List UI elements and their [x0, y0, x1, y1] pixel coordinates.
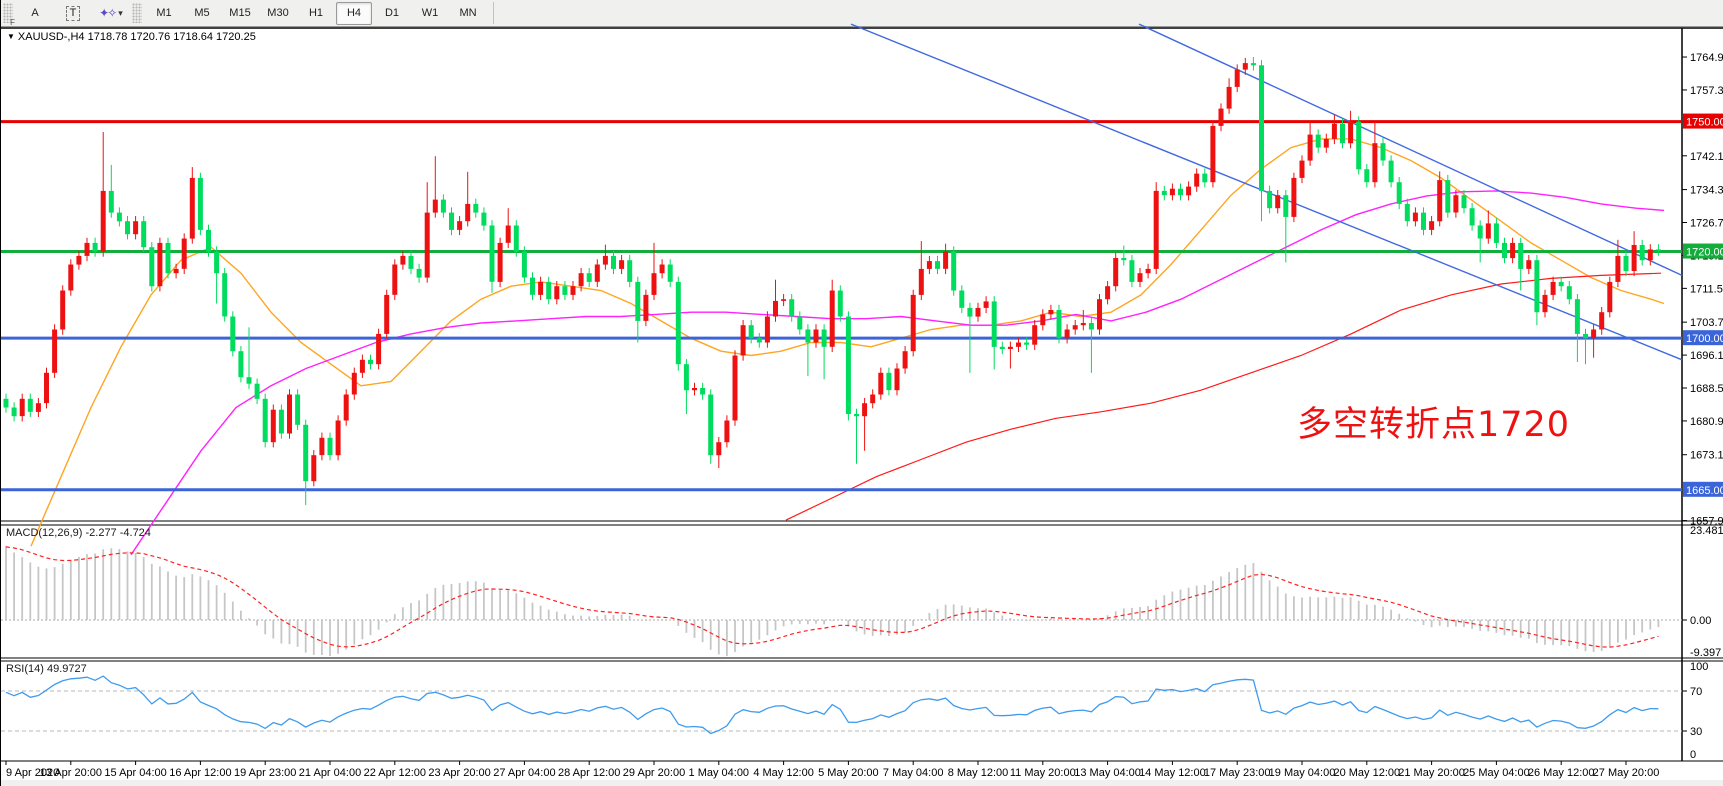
price-tick-label: 1680.90: [1690, 416, 1723, 428]
toolbar-separator: [493, 2, 494, 24]
macd-header: MACD(12,26,9) -2.277 -4.724: [6, 527, 151, 539]
macd-tick-label: -9.397: [1690, 647, 1721, 659]
time-tick-label: 5 May 20:00: [818, 767, 879, 779]
hline-badge: [1683, 481, 1723, 497]
time-tick-label: 4 May 12:00: [753, 767, 814, 779]
symbol-dropdown-icon[interactable]: ▼: [7, 32, 15, 41]
rsi-tick-label: 100: [1690, 661, 1708, 673]
time-tick-label: 7 May 04:00: [883, 767, 944, 779]
ma-fast-orange-line: [30, 138, 1665, 547]
time-tick-label: 13 Apr 20:00: [40, 767, 102, 779]
time-tick-label: 11 May 20:00: [1010, 767, 1076, 779]
ma-slow-red-line: [785, 272, 1662, 521]
macd-tick-label: 23.481: [1690, 525, 1723, 537]
time-tick-label: 1 May 04:00: [689, 767, 750, 779]
macd-signal-line: [5, 546, 1659, 648]
time-tick-label: 23 Apr 20:00: [428, 767, 490, 779]
timeframe-buttons: M1 M5 M15 M30 H1 H4 D1 W1 MN: [145, 1, 487, 25]
timeframe-m30-button[interactable]: M30: [267, 7, 289, 19]
time-tick-label: 20 May 12:00: [1333, 767, 1400, 779]
time-tick-label: 27 Apr 04:00: [493, 767, 555, 779]
time-tick-label: 15 Apr 04:00: [104, 767, 166, 779]
time-tick-label: 14 May 12:00: [1139, 767, 1206, 779]
timeframe-m5-button[interactable]: M5: [194, 7, 210, 19]
time-tick-label: 21 May 20:00: [1398, 767, 1465, 779]
drawing-tools: A T ✦✧ ▾: [16, 2, 130, 25]
macd-tick-label: 0.00: [1690, 615, 1711, 627]
toolbar: F A T ✦✧ ▾ M1 M5 M15 M30 H1 H4 D1 W1 MN: [1, 0, 1723, 27]
time-tick-label: 25 May 04:00: [1463, 767, 1530, 779]
time-tick-label: 29 Apr 20:00: [623, 767, 685, 779]
candles-layer: [3, 57, 1661, 505]
time-tick-label: 19 Apr 23:00: [234, 767, 296, 779]
price-tick-label: 1696.10: [1690, 350, 1723, 362]
price-tick-label: 1734.30: [1690, 185, 1723, 197]
rsi-line: [5, 675, 1659, 735]
toolbar-grip-icon[interactable]: F: [3, 3, 15, 27]
price-tick-label: 1711.50: [1690, 283, 1723, 295]
text-label-tool-button[interactable]: T: [55, 2, 91, 25]
hline-badge: [1683, 243, 1723, 259]
timeframe-m1-button[interactable]: M1: [156, 7, 172, 19]
timeframe-h4-button[interactable]: H4: [336, 1, 372, 25]
price-tick-label: 1726.70: [1690, 218, 1723, 230]
price-tick-label: 1673.10: [1690, 450, 1723, 462]
price-tick-label: 1657.90: [1690, 516, 1723, 528]
price-tick-label: 1764.90: [1690, 52, 1723, 64]
hline-badge-label: 1700.00: [1686, 333, 1723, 345]
bottom-strip: [1, 780, 1723, 786]
annotation-text-object[interactable]: 多空转折点1720: [1297, 405, 1571, 445]
time-tick-label: 21 Apr 04:00: [299, 767, 361, 779]
rsi-tick-label: 0: [1690, 749, 1696, 761]
time-tick-label: 8 May 12:00: [948, 767, 1009, 779]
cursor-a-tool-button[interactable]: A: [31, 7, 39, 19]
time-tick-label: 27 May 20:00: [1593, 767, 1660, 779]
time-tick-label: 26 May 12:00: [1528, 767, 1595, 779]
time-tick-label: 9 Apr 2020: [6, 767, 59, 779]
price-tick-label: 1757.30: [1690, 85, 1723, 97]
price-tick-label: 1688.50: [1690, 383, 1723, 395]
time-tick-label: 22 Apr 12:00: [364, 767, 426, 779]
price-tick-label: 1703.70: [1690, 317, 1723, 329]
rsi-tick-label: 70: [1690, 686, 1702, 698]
time-tick-label: 13 May 04:00: [1074, 767, 1141, 779]
macd-histogram: [5, 545, 1660, 657]
time-tick-label: 17 May 23:00: [1204, 767, 1271, 779]
dropdown-caret-icon: ▾: [118, 7, 123, 18]
hline-badge: [1683, 330, 1723, 346]
toolbar-grip2-icon[interactable]: [132, 3, 142, 23]
rsi-tick-label: 30: [1690, 726, 1702, 738]
time-tick-label: 19 May 04:00: [1269, 767, 1336, 779]
hline-badge-label: 1750.00: [1686, 117, 1723, 129]
trendline-2[interactable]: [1138, 23, 1683, 277]
hline-badge-label: 1720.00: [1686, 247, 1723, 259]
timeframe-w1-button[interactable]: W1: [421, 7, 439, 19]
timeframe-mn-button[interactable]: MN: [459, 7, 477, 19]
shapes-tool-button[interactable]: ✦✧ ▾: [99, 6, 123, 20]
rsi-header: RSI(14) 49.9727: [6, 663, 87, 675]
timeframe-h1-button[interactable]: H1: [308, 7, 324, 19]
price-tick-label: 1742.10: [1690, 151, 1723, 163]
timeframe-m15-button[interactable]: M15: [229, 7, 251, 19]
time-tick-label: 28 Apr 12:00: [558, 767, 620, 779]
hline-badge-label: 1665.00: [1686, 485, 1723, 497]
time-tick-label: 16 Apr 12:00: [169, 767, 231, 779]
timeframe-d1-button[interactable]: D1: [384, 7, 400, 19]
chart-title: ▼ XAUUSD-,H4 1718.78 1720.76 1718.64 1720…: [7, 31, 256, 43]
hline-badge: [1683, 113, 1723, 129]
